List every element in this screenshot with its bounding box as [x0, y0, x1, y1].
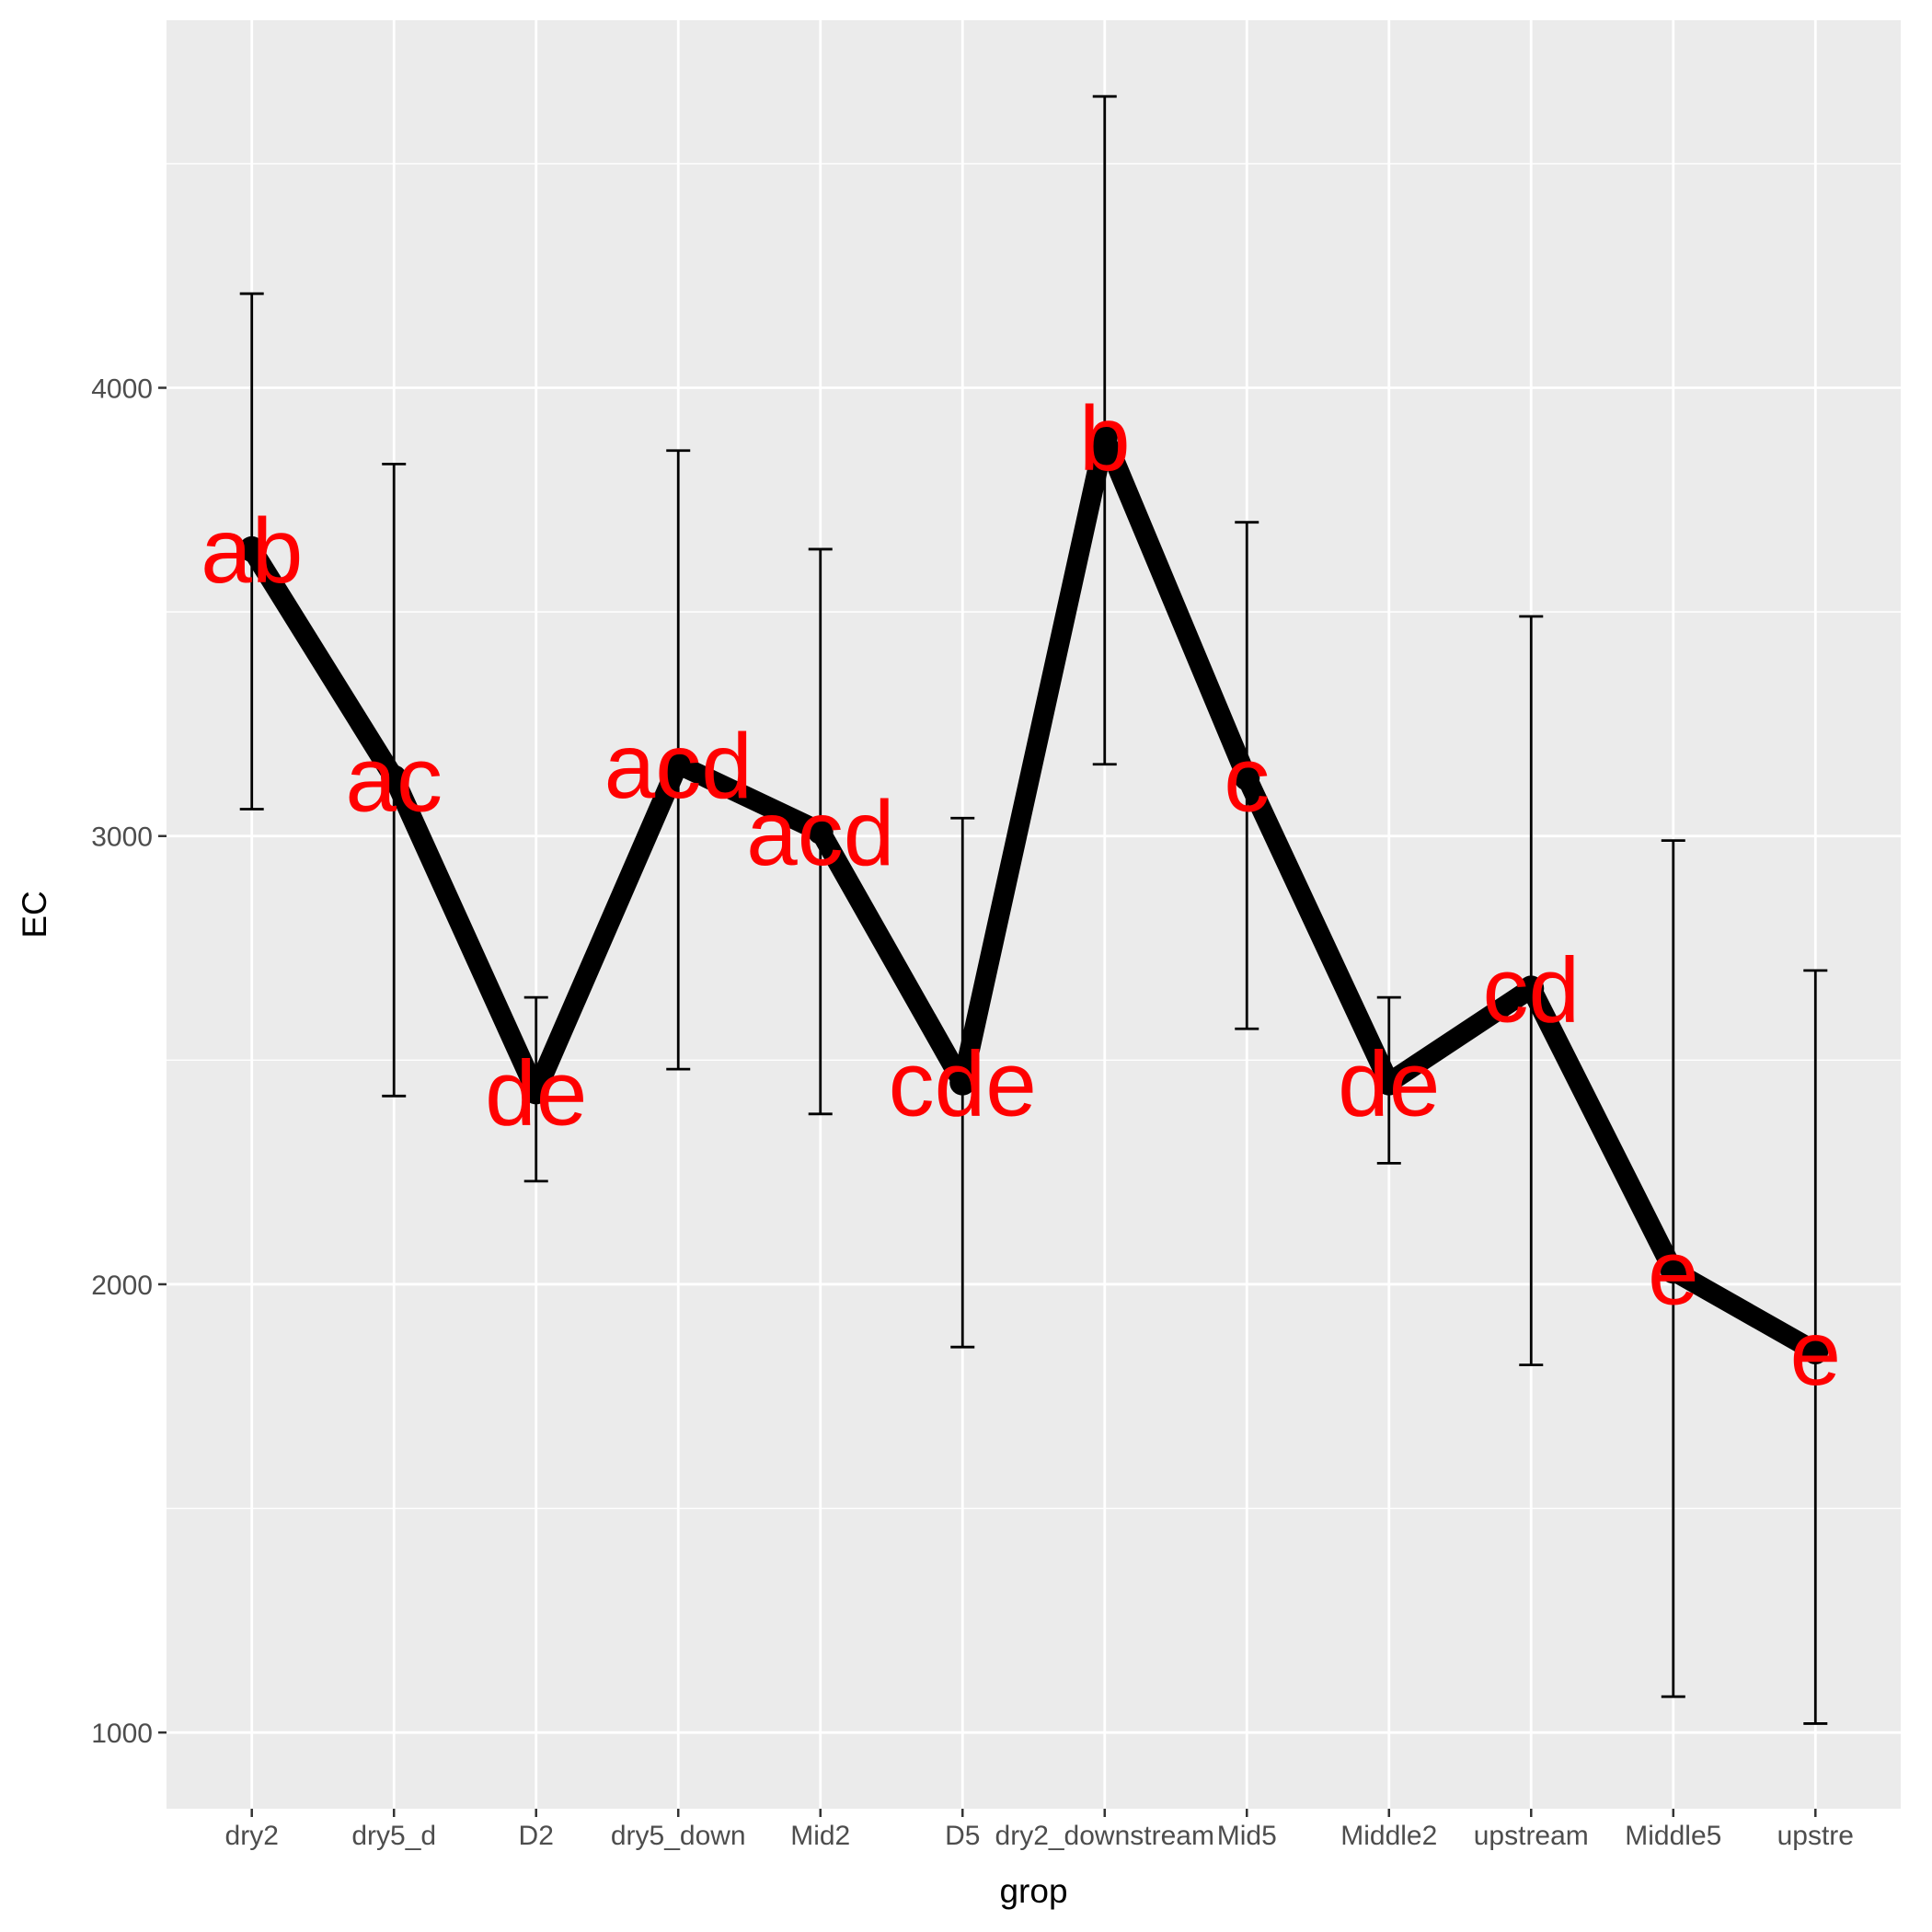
y-axis-title: EC: [16, 891, 53, 937]
x-tick-label: dry5_d: [351, 1821, 436, 1851]
data-point: [807, 818, 834, 845]
group-label: cde: [889, 1033, 1037, 1136]
x-tick-label: dry5_down: [611, 1821, 746, 1851]
x-tick-label: upstream: [1474, 1821, 1589, 1851]
y-axis: 1000 2000 3000 4000: [91, 374, 167, 1749]
y-tick-label: 3000: [91, 822, 153, 853]
x-tick-label: Mid5: [1217, 1821, 1277, 1851]
x-axis-title: grop: [999, 1872, 1067, 1910]
data-point: [949, 1069, 976, 1096]
x-tick-label: upstre: [1777, 1821, 1854, 1851]
x-axis: dry2 dry5_d D2 dry5_down Mid2 D5 dry2_downstre…: [225, 1809, 1854, 1851]
group-label: c: [1224, 728, 1270, 831]
data-point: [381, 765, 408, 791]
x-tick-label: dry2_downstream: [995, 1821, 1214, 1851]
plot-panel: [167, 20, 1901, 1809]
x-tick-label: dry2: [225, 1821, 279, 1851]
data-points: [238, 424, 1829, 1365]
grid-minor: [167, 163, 1901, 1510]
data-point: [1234, 765, 1260, 791]
x-tick-label: Middle5: [1625, 1821, 1721, 1851]
data-point: [238, 535, 265, 562]
group-label: de: [485, 1041, 587, 1144]
data-point: [1375, 1069, 1402, 1096]
group-label: b: [1079, 387, 1131, 490]
group-label: e: [1648, 1221, 1699, 1324]
y-tick-label: 1000: [91, 1719, 153, 1749]
y-tick-label: 4000: [91, 374, 153, 405]
series-line: [241, 427, 1826, 1362]
group-label: cd: [1482, 938, 1580, 1041]
data-point: [1518, 975, 1545, 1002]
y-tick-label: 2000: [91, 1271, 153, 1301]
data-point: [1660, 1258, 1686, 1284]
group-label: ac: [345, 728, 443, 831]
data-point: [665, 751, 692, 777]
group-label: ab: [201, 500, 303, 603]
data-point: [1802, 1339, 1829, 1365]
group-label: acd: [604, 715, 753, 818]
x-tick-label: D5: [945, 1821, 980, 1851]
data-point: [1091, 424, 1118, 451]
x-tick-label: D2: [519, 1821, 554, 1851]
group-label: e: [1789, 1302, 1841, 1405]
group-label: de: [1338, 1033, 1440, 1136]
x-tick-label: Mid2: [790, 1821, 850, 1851]
x-tick-label: Middle2: [1340, 1821, 1437, 1851]
group-label: acd: [746, 782, 894, 885]
data-point: [523, 1078, 549, 1105]
